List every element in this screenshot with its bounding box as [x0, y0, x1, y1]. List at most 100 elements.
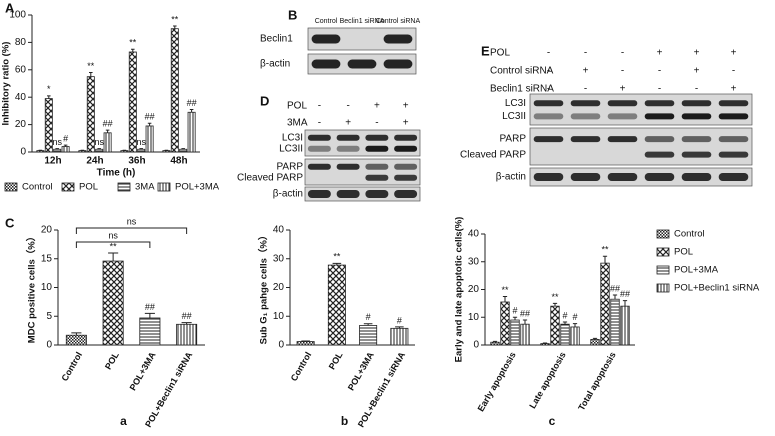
blot-strip	[304, 186, 421, 202]
blot-band	[311, 34, 341, 44]
condition-sign: -	[318, 101, 321, 112]
panel-label: E	[481, 43, 490, 58]
significance-mark: ##	[145, 302, 155, 312]
x-tick-label: Control	[60, 350, 85, 383]
condition-sign: -	[732, 66, 735, 77]
legend-swatch	[656, 283, 670, 293]
row-label: Beclin1	[260, 34, 293, 45]
blot-band	[644, 151, 675, 158]
bar	[500, 301, 510, 346]
blot-band	[336, 134, 360, 141]
condition-sign: -	[547, 84, 550, 95]
blot-band	[607, 100, 638, 107]
comparison-label: ns	[127, 216, 137, 226]
x-tick-label: 36h	[128, 156, 145, 167]
blot-band	[533, 113, 564, 120]
significance-mark: **	[551, 292, 559, 302]
y-tick-label: 10	[41, 282, 53, 293]
significance-mark: **	[501, 285, 509, 295]
row-label: Cleaved PARP	[460, 149, 526, 160]
lane-label: Control	[315, 18, 338, 25]
bar	[390, 327, 409, 346]
x-tick-label: 48h	[170, 156, 187, 167]
significance-mark: #	[562, 310, 567, 320]
error-bar	[332, 262, 342, 266]
blot-strip	[529, 167, 753, 187]
blot-strip	[307, 27, 417, 51]
significance-mark: ##	[182, 311, 192, 321]
bar	[550, 305, 560, 346]
blot-band	[336, 190, 360, 198]
row-label: LC3I	[505, 98, 526, 109]
error-bar	[105, 129, 110, 133]
condition-sign: -	[547, 48, 550, 59]
blot-band	[607, 136, 638, 143]
bar	[510, 319, 520, 346]
error-bar	[572, 323, 578, 327]
blot-band	[533, 100, 564, 107]
bar	[490, 341, 500, 346]
error-bar	[97, 148, 101, 150]
error-bar	[562, 321, 568, 325]
significance-mark: **	[87, 61, 95, 71]
blot-band	[644, 100, 675, 107]
y-tick-label: 0	[473, 340, 479, 351]
error-bar	[502, 295, 508, 302]
y-axis-title: Inhibitory ratio (%)	[1, 42, 12, 126]
bar	[102, 260, 124, 346]
significance-mark: ##	[103, 118, 113, 128]
bar	[53, 148, 62, 153]
x-tick-label: POL	[327, 350, 345, 371]
bar	[120, 150, 129, 153]
error-bar	[189, 109, 194, 113]
x-tick-label: Control	[289, 350, 314, 383]
y-tick-label: 30	[468, 256, 480, 267]
blot-band	[365, 145, 389, 152]
blot-band	[681, 151, 712, 158]
bar	[600, 262, 610, 346]
blot-band	[644, 173, 675, 181]
significance-mark: #	[512, 306, 517, 316]
bar	[170, 28, 179, 153]
bar	[560, 323, 570, 346]
significance-mark: ns	[52, 137, 62, 147]
condition-sign: +	[657, 48, 663, 59]
significance-mark: **	[333, 252, 341, 262]
row-label: PARP	[277, 161, 304, 172]
bar	[128, 51, 137, 153]
legend-label: POL	[79, 182, 98, 193]
error-bar	[131, 48, 135, 52]
blot-band	[718, 100, 749, 107]
blot-strip	[529, 93, 753, 126]
bar	[187, 111, 196, 153]
significance-mark: **	[110, 241, 118, 251]
bar	[162, 150, 171, 153]
bar	[540, 343, 550, 346]
blot-band	[394, 134, 418, 141]
condition-label: Control siRNA	[490, 66, 554, 77]
error-bar	[63, 144, 68, 147]
blot-band	[570, 173, 601, 181]
panel-label: A	[5, 0, 15, 15]
legend-label: POL+Beclin1 siRNA	[674, 283, 760, 294]
legend-label: Control	[22, 182, 53, 193]
y-tick-label: 20	[41, 225, 53, 236]
y-tick-label: 0	[20, 147, 26, 158]
blot-band	[570, 136, 601, 143]
error-bar	[147, 122, 152, 126]
error-bar	[181, 322, 192, 325]
error-bar	[139, 148, 143, 150]
x-tick-label: 12h	[44, 156, 61, 167]
legend-label: POL+3MA	[175, 182, 220, 193]
significance-mark: ns	[94, 137, 104, 147]
condition-sign: -	[658, 84, 661, 95]
condition-sign: +	[731, 48, 737, 59]
blot-band	[336, 163, 360, 170]
bar	[139, 317, 161, 346]
y-tick-label: 10	[468, 312, 480, 323]
blot-band	[718, 173, 749, 181]
y-tick-label: 5	[46, 311, 52, 322]
bar	[620, 305, 630, 346]
legend-label: POL+3MA	[674, 265, 719, 276]
